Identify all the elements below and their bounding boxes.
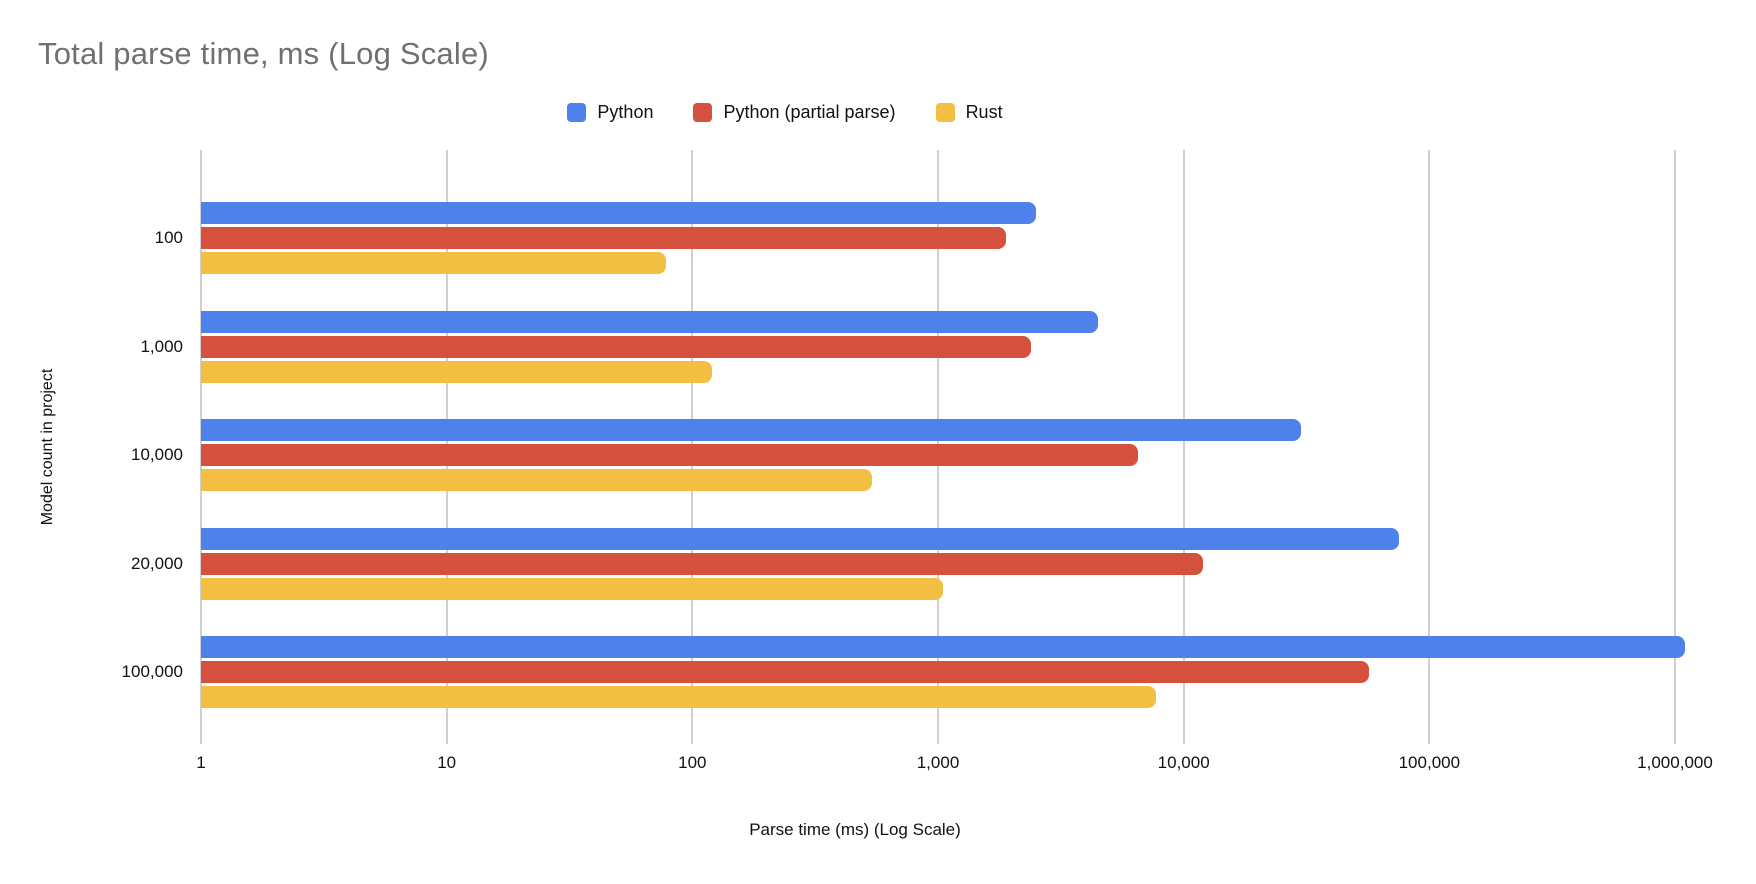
bar-python-1-000 [201, 310, 1099, 333]
legend-label: Python (partial parse) [723, 101, 896, 122]
bar-group-100-000 [201, 636, 1686, 708]
legend-swatch-rust [935, 102, 955, 122]
x-tick-label: 1 [196, 753, 206, 772]
bar-rust-100 [201, 252, 666, 274]
bar-rust-20-000 [201, 577, 944, 600]
bar-python-100-000 [201, 636, 1686, 658]
bar-python-100 [201, 202, 1036, 224]
gridline-10-000 [1182, 150, 1185, 744]
legend-swatch-python-partial-parse [693, 102, 713, 122]
legend-item-python: Python [567, 102, 653, 123]
bar-python-partial-parse-1-000 [201, 335, 1032, 358]
legend-swatch-python [567, 102, 587, 122]
legend-label: Python [597, 101, 654, 122]
bar-python-10-000 [201, 419, 1301, 441]
bar-group-1-000 [201, 310, 1675, 383]
bar-group-10-000 [201, 419, 1675, 491]
chart-title: Total parse time, ms (Log Scale) [38, 36, 489, 71]
legend-item-rust: Rust [935, 101, 1003, 123]
legend: Python Python (partial parse) Rust [0, 98, 1570, 126]
x-tick-label: 10,000 [1157, 753, 1210, 772]
bar-python-20-000 [201, 527, 1399, 550]
bar-group-100 [201, 202, 1675, 274]
x-tick-label: 100,000 [1398, 753, 1461, 772]
x-axis-tick-labels: 1 10 100 1,000 10,000 100,000 1,000,000 [196, 753, 1713, 777]
bar-rust-10-000 [201, 469, 873, 491]
bar-group-20-000 [201, 527, 1675, 600]
gridline-1-000-000 [1674, 150, 1676, 744]
x-axis-title: Parse time (ms) (Log Scale) [749, 820, 961, 839]
gridline-100-000 [1428, 150, 1431, 744]
x-tick-label: 1,000 [916, 753, 960, 772]
x-tick-label: 100 [678, 753, 707, 772]
bar-python-partial-parse-10-000 [201, 444, 1138, 466]
category-label-10-000: 10,000 [131, 445, 183, 464]
category-label-20-000: 20,000 [131, 553, 183, 573]
bar-python-partial-parse-20-000 [201, 552, 1204, 575]
legend-item-python-partial-parse: Python (partial parse) [693, 101, 896, 123]
category-label-100-000: 100,000 [121, 662, 183, 681]
plot-area [200, 150, 1686, 744]
category-label-1-000: 1,000 [140, 336, 183, 356]
bar-python-partial-parse-100-000 [201, 661, 1370, 683]
bar-python-partial-parse-100 [201, 227, 1007, 249]
x-tick-label: 10 [437, 753, 457, 772]
legend-label: Rust [965, 101, 1003, 122]
y-category-labels: 100 1,000 10,000 20,000 100,000 [0, 150, 183, 744]
bar-rust-100-000 [201, 686, 1156, 708]
category-label-100: 100 [154, 228, 183, 247]
bar-rust-1-000 [201, 360, 712, 383]
x-tick-label: 1,000,000 [1637, 753, 1713, 772]
